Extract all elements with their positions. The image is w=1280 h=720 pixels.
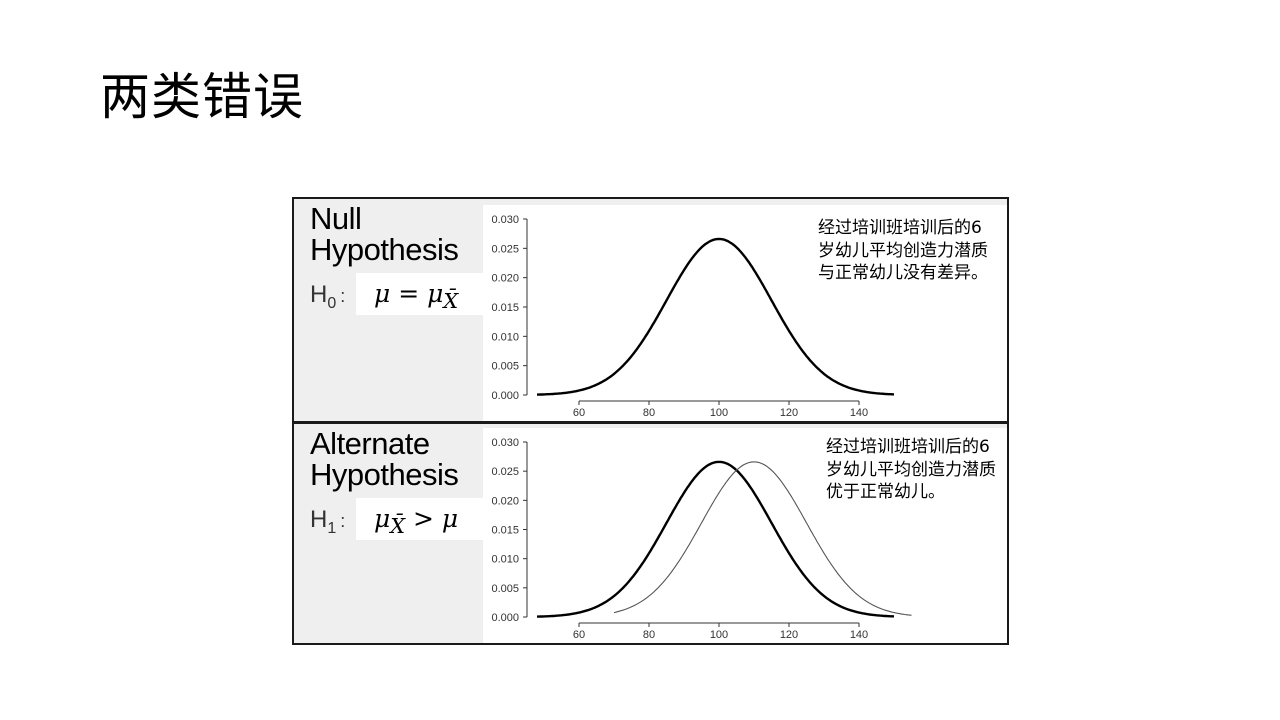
null-hypothesis-panel: Null Hypothesis H0: μ = μX̄ 0.000 0.005 0.…	[294, 199, 1007, 424]
alternate-hypothesis-note: 经过培训班培训后的6岁幼儿平均创造力潜质优于正常幼儿。	[820, 432, 1004, 536]
y-tick-label: 0.030	[491, 437, 519, 449]
x-tick-label: 100	[710, 407, 728, 419]
y-tick-label: 0.015	[491, 525, 519, 537]
h0-formula-main: μ = μ	[374, 279, 444, 308]
distribution-curve-h0	[537, 460, 895, 618]
y-tick-label: 0.025	[491, 466, 519, 478]
x-tick-label: 60	[573, 407, 585, 419]
y-tick-label: 0.025	[491, 243, 519, 255]
y-tick-label: 0.005	[491, 583, 519, 595]
h0-label: H0:	[310, 281, 345, 313]
x-tick-label: 140	[850, 407, 868, 419]
h1-formula-tail: > μ	[405, 504, 459, 533]
alternate-hypothesis-panel: Alternate Hypothesis H1: μX̄ > μ 0.000 0.…	[294, 424, 1007, 643]
x-tick-label: 100	[710, 629, 728, 641]
y-tick-label: 0.005	[491, 361, 519, 373]
h1-label: H1:	[310, 506, 345, 538]
x-tick-label: 140	[850, 629, 868, 641]
x-tick-label: 120	[780, 629, 798, 641]
h0-subscript: 0	[327, 294, 337, 312]
slide-title: 两类错误	[100, 68, 304, 126]
distribution-curve-h1	[613, 461, 912, 616]
h1-formula: μX̄ > μ	[356, 498, 484, 540]
alternate-hypothesis-title: Alternate Hypothesis	[310, 426, 459, 492]
h1-subscript: 1	[327, 519, 337, 537]
y-tick-label: 0.030	[491, 214, 519, 226]
h0-colon: :	[340, 286, 346, 306]
y-tick-label: 0.010	[491, 331, 519, 343]
h0-letter: H	[310, 281, 328, 308]
hypothesis-figure: Null Hypothesis H0: μ = μX̄ 0.000 0.005 0.…	[292, 197, 1009, 645]
alternate-distribution-chart: 0.000 0.005 0.010 0.015 0.020 0.025 0.030 60 80 1…	[491, 437, 912, 641]
h1-formula-main: μ	[374, 504, 391, 533]
null-distribution-chart: 0.000 0.005 0.010 0.015 0.020 0.025 0.030 60 80 1…	[491, 214, 895, 419]
x-tick-label: 80	[643, 629, 655, 641]
y-tick-label: 0.020	[491, 495, 519, 507]
null-hypothesis-title: Null Hypothesis	[310, 201, 459, 267]
h0-formula-sub: X̄	[443, 289, 459, 313]
h1-formula-sub: X̄	[390, 514, 406, 538]
h1-colon: :	[340, 511, 346, 531]
h0-formula: μ = μX̄	[356, 273, 484, 315]
x-tick-label: 120	[780, 407, 798, 419]
y-tick-label: 0.020	[491, 273, 519, 285]
y-tick-label: 0.010	[491, 554, 519, 566]
distribution-curve-h0	[537, 237, 895, 396]
x-tick-label: 80	[643, 407, 655, 419]
y-tick-label: 0.015	[491, 302, 519, 314]
null-hypothesis-note: 经过培训班培训后的6岁幼儿平均创造力潜质与正常幼儿没有差异。	[812, 213, 1004, 321]
y-tick-label: 0.000	[491, 612, 519, 624]
x-tick-label: 60	[573, 629, 585, 641]
y-tick-label: 0.000	[491, 390, 519, 402]
h1-letter: H	[310, 506, 328, 533]
